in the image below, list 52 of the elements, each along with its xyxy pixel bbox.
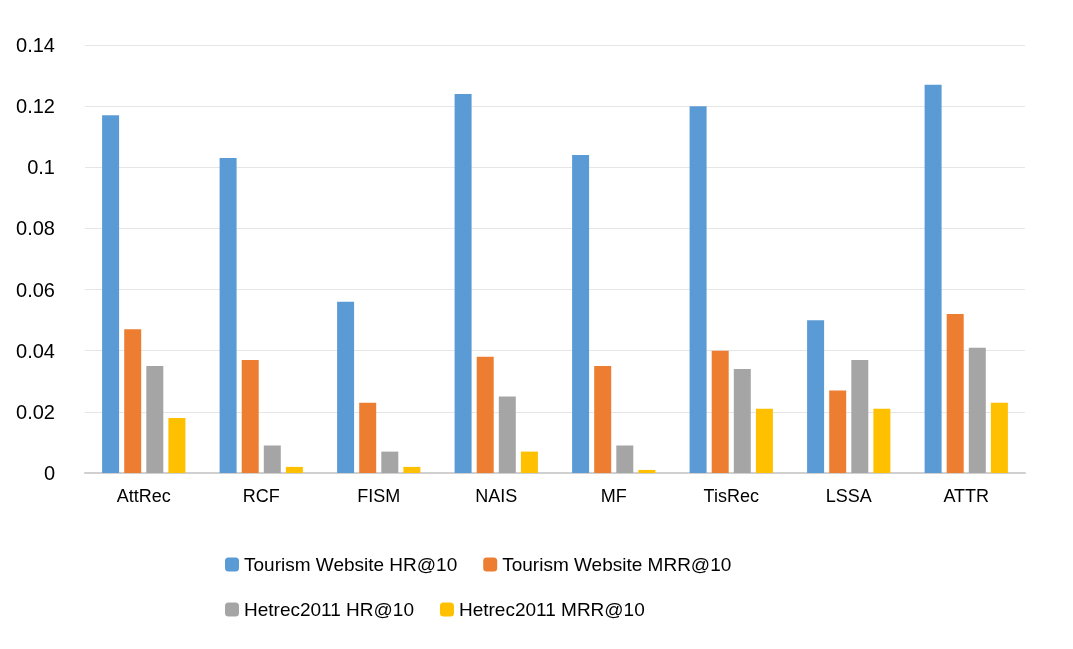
bar: [146, 366, 164, 473]
y-tick-label: 0.14: [16, 34, 55, 56]
legend-label: Tourism Website MRR@10: [502, 554, 732, 575]
bar: [873, 408, 891, 473]
bar: [968, 347, 986, 473]
y-tick-label: 0.04: [16, 339, 55, 362]
y-tick-label: 0: [43, 462, 55, 484]
y-tick-label: 0.06: [16, 278, 55, 301]
bar: [572, 155, 590, 473]
y-tick-label: 0.12: [16, 95, 55, 118]
x-tick-label: LSSA: [825, 486, 872, 506]
bar: [454, 93, 472, 473]
legend-label: Hetrec2011 MRR@10: [458, 599, 645, 620]
legend-label: Hetrec2011 HR@10: [244, 599, 414, 620]
x-tick-label: FISM: [357, 486, 401, 506]
x-tick-label: RCF: [242, 486, 280, 506]
legend-label: Tourism Website HR@10: [244, 554, 458, 575]
bar: [520, 451, 538, 473]
bar: [124, 329, 142, 473]
x-tick-label: AttRec: [116, 486, 171, 506]
bar: [102, 115, 120, 473]
y-tick-label: 0.1: [27, 156, 55, 179]
bar: [711, 350, 729, 473]
bar: [219, 158, 237, 473]
bar: [807, 320, 825, 473]
y-tick-label: 0.08: [16, 217, 55, 240]
x-tick-label: TisRec: [703, 486, 759, 506]
bar: [381, 451, 399, 473]
bar: [594, 366, 612, 473]
bar: [851, 359, 869, 473]
bar: [168, 417, 186, 473]
y-tick-label: 0.02: [16, 400, 55, 423]
bar: [755, 408, 773, 473]
x-tick-label: MF: [600, 486, 627, 506]
bar: [946, 314, 964, 473]
bar: [733, 369, 751, 473]
x-tick-label: ATTR: [943, 486, 990, 506]
bar: [498, 396, 516, 473]
bar: [638, 469, 656, 473]
bar: [990, 402, 1008, 473]
bar: [829, 390, 847, 473]
bar: [403, 466, 421, 473]
x-tick-label: NAIS: [475, 486, 518, 506]
bar: [359, 402, 377, 473]
bar: [616, 445, 634, 473]
bar: [285, 466, 303, 473]
bar: [263, 445, 281, 473]
bar: [337, 301, 355, 473]
bar: [924, 84, 942, 473]
bar: [476, 356, 494, 473]
bar: [689, 106, 707, 473]
bar: [241, 359, 259, 473]
